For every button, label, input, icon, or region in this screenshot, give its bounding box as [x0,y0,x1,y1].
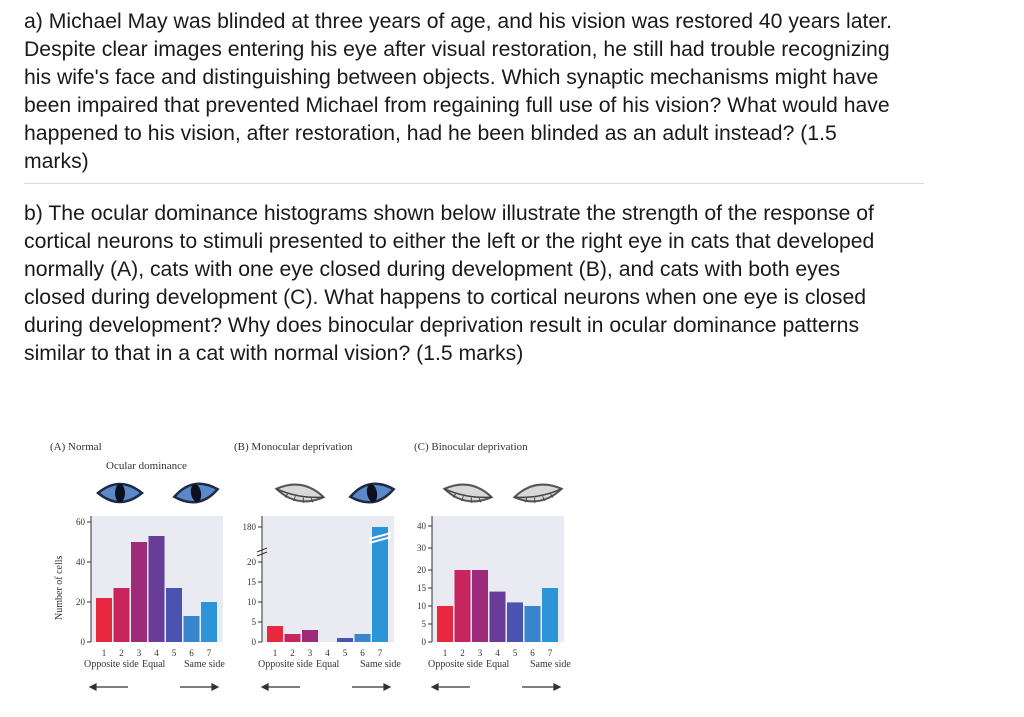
y-tick-label: 30 [417,543,427,553]
open-eye-icon [348,482,396,504]
bar [354,634,371,642]
bars-layer [96,527,558,642]
y-tick-label: 20 [76,597,86,607]
x-tick-label: 1 [443,648,448,658]
x-label-opposite: Opposite side [84,659,139,670]
x-label-equal: Equal [486,659,510,670]
x-label-same: Same side [530,659,571,670]
x-label-equal: Equal [316,659,340,670]
x-tick-label: 3 [137,648,142,658]
x-tick-label: 5 [513,648,518,658]
x-label-opposite: Opposite side [258,659,313,670]
panel-c-title: (C) Binocular deprivation [414,441,528,453]
bar [131,542,147,642]
y-tick-label: 5 [422,619,427,629]
y-tick-label: 15 [247,577,257,587]
panel-a-title: (A) Normal [50,441,102,453]
x-tick-label: 2 [460,648,465,658]
y-axis-label: Number of cells [54,555,65,620]
bar [454,570,471,642]
bar [489,591,506,642]
bar-break-mark [368,532,392,544]
panel-b-title: (B) Monocular deprivation [234,441,353,453]
question-b-text: b) The ocular dominance histograms shown… [24,202,875,365]
x-tick-label: 4 [495,648,500,658]
y-tick-label: 180 [243,522,257,532]
x-tick-label: 7 [548,648,553,658]
y-tick-label: 0 [422,637,427,647]
bar [437,606,453,642]
bar [113,588,130,642]
y-tick-label: 15 [417,583,427,593]
closed-eye-icon [442,483,494,503]
x-tick-label: 5 [343,648,348,658]
bar [372,527,388,642]
bar [96,598,112,642]
x-tick-label: 1 [102,648,107,658]
x-label-opposite: Opposite side [428,659,483,670]
closed-eye-icon [512,483,564,503]
y-tick-label: 60 [76,517,86,527]
x-tick-label: 6 [530,648,535,658]
x-tick-label: 4 [154,648,159,658]
x-tick-label: 6 [189,648,194,658]
x-tick-label: 1 [273,648,278,658]
bar [337,638,353,642]
divider [24,183,924,184]
x-label-equal: Equal [142,659,166,670]
x-tick-label: 2 [290,648,295,658]
bar [166,588,182,642]
bar [524,606,541,642]
bar [472,570,488,642]
x-tick-label: 7 [378,648,383,658]
x-tick-label: 3 [478,648,483,658]
open-eye-icon [96,482,144,504]
ocular-dominance-figure: (A) Normal Ocular dominance (B) Monocula… [50,441,571,691]
y-tick-label: 0 [81,637,86,647]
closed-eye-icon [274,483,326,503]
y-tick-label: 10 [247,597,257,607]
y-tick-label: 40 [417,521,427,531]
x-label-same: Same side [184,659,225,670]
bar [284,634,301,642]
bar [183,616,200,642]
x-label-same: Same side [360,659,401,670]
bar [201,602,217,642]
y-tick-label: 40 [76,557,86,567]
x-tick-label: 6 [360,648,365,658]
x-tick-label: 5 [172,648,177,658]
y-tick-label: 20 [247,557,257,567]
bar [542,588,558,642]
bar [148,536,165,642]
x-tick-label: 4 [325,648,330,658]
bar [302,630,318,642]
open-eye-icon [172,482,220,504]
panel-a-subtitle: Ocular dominance [106,460,187,472]
x-tick-label: 3 [308,648,313,658]
question-a-text: a) Michael May was blinded at three year… [24,10,892,173]
x-axis-labels-a: Opposite side Equal Same side [84,659,225,670]
y-tick-label: 0 [252,637,257,647]
x-tick-label: 2 [119,648,124,658]
x-axis-labels-b: Opposite side Equal Same side [258,659,401,670]
axis-break-mark [256,547,268,557]
x-axis-labels-c: Opposite side Equal Same side [428,659,571,670]
y-tick-label: 5 [252,617,257,627]
y-tick-label: 10 [417,601,427,611]
x-tick-label: 7 [207,648,212,658]
direction-arrows [88,683,562,691]
bar [507,602,523,642]
bar [267,626,283,642]
y-tick-label: 20 [417,565,427,575]
